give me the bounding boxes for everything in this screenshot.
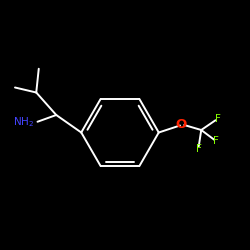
Text: F: F — [196, 144, 202, 154]
Text: F: F — [213, 136, 219, 146]
Text: NH$_2$: NH$_2$ — [12, 116, 34, 130]
Text: F: F — [214, 114, 220, 124]
Text: O: O — [176, 118, 187, 132]
